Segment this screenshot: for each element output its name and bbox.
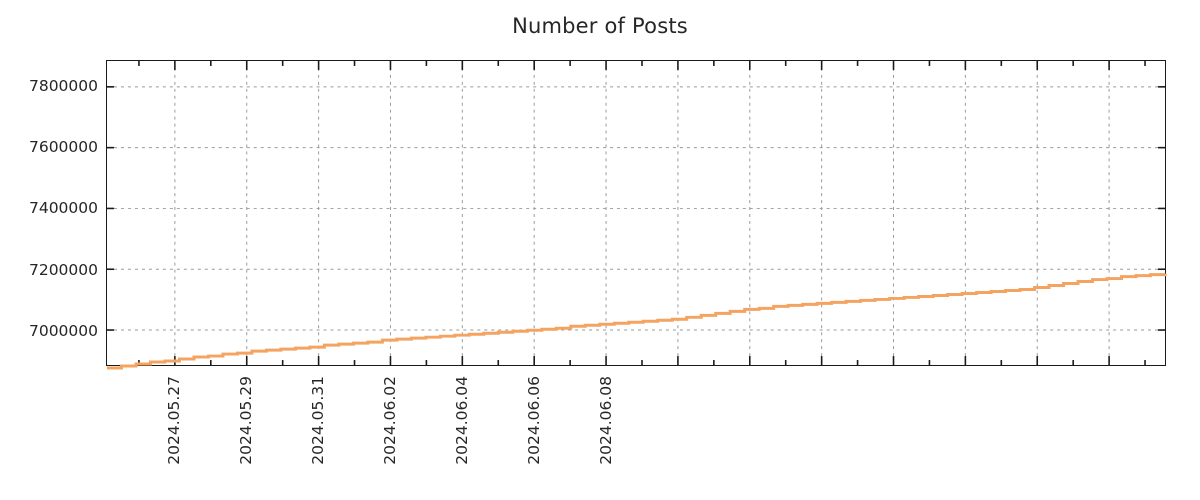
x-axis-tick-label: 2024.05.29 [237, 376, 255, 465]
chart-title: Number of Posts [512, 14, 688, 38]
axis-ticks [107, 61, 1165, 365]
y-axis-tick-label: 7400000 [28, 199, 98, 218]
data-series-line [107, 273, 1167, 370]
gridlines [107, 61, 1165, 365]
x-axis-tick-label: 2024.06.04 [453, 376, 471, 465]
y-axis-tick-labels: 7000000 7200000 7400000 7600000 7800000 [0, 60, 98, 366]
series-line-number-of-posts [107, 273, 1167, 370]
y-axis-tick-label: 7600000 [28, 138, 98, 157]
x-axis-tick-label: 2024.05.31 [309, 376, 327, 465]
x-axis-tick-labels: 2024.05.27 2024.05.29 2024.05.31 2024.06.02… [106, 376, 1166, 496]
x-axis-tick-label: 2024.06.08 [597, 376, 615, 465]
y-axis-tick-label: 7000000 [28, 321, 98, 340]
x-axis-tick-label: 2024.05.27 [165, 376, 183, 465]
x-axis-tick-label: 2024.06.02 [381, 376, 399, 465]
plot-area [106, 60, 1167, 370]
y-axis-tick-label: 7200000 [28, 260, 98, 279]
y-axis-tick-label: 7800000 [28, 77, 98, 95]
x-axis-tick-label: 2024.06.06 [525, 376, 543, 465]
